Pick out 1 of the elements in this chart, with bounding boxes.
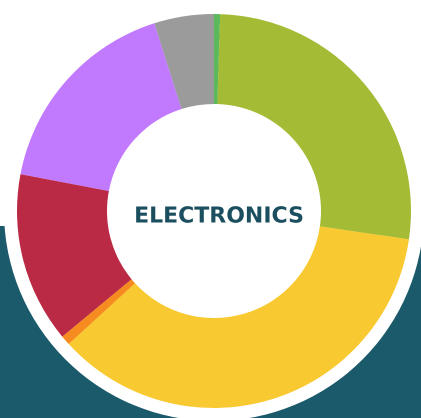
text: ELECTRONICS [134, 204, 304, 228]
